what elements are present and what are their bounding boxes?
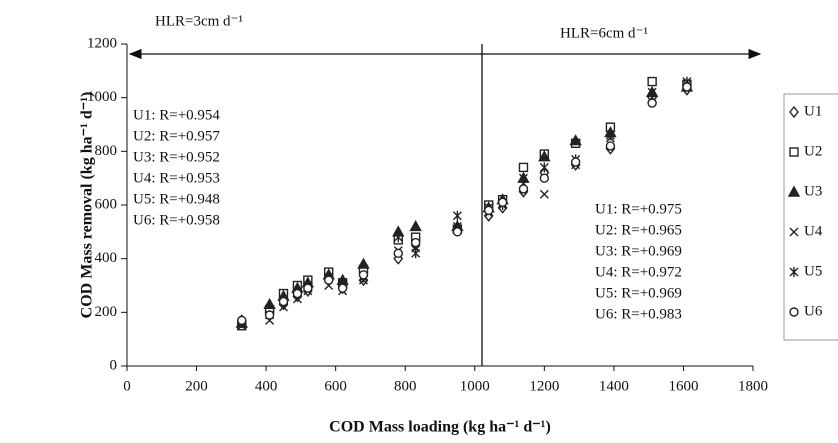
x-tick-label: 1400 — [599, 378, 629, 394]
stat-label: U1: R=+0.975 — [595, 201, 682, 217]
data-point — [337, 283, 348, 293]
stat-label: U4: R=+0.972 — [595, 264, 682, 280]
y-tick-label: 600 — [95, 196, 118, 212]
x-tick-label: 1000 — [460, 378, 490, 394]
data-point — [539, 173, 550, 183]
data-point — [483, 205, 494, 216]
legend-marker — [789, 147, 799, 157]
data-point — [358, 270, 369, 280]
data-point — [539, 189, 549, 199]
data-point — [605, 141, 616, 151]
legend-label: U5 — [804, 263, 822, 279]
data-point — [518, 162, 529, 173]
legend-label: U6 — [804, 303, 823, 319]
data-point — [324, 275, 334, 285]
data-point — [452, 227, 463, 237]
y-tick-label: 200 — [95, 304, 118, 320]
data-point — [518, 173, 528, 184]
stat-label: U4: R=+0.953 — [133, 170, 220, 186]
stat-label: U6: R=+0.983 — [595, 306, 682, 322]
stat-label: U3: R=+0.969 — [595, 243, 682, 259]
legend-marker — [789, 267, 799, 277]
x-tick-label: 1600 — [668, 378, 698, 394]
data-point — [292, 288, 303, 299]
x-tick-label: 1800 — [738, 378, 768, 394]
data-point — [409, 220, 422, 232]
x-tick-label: 600 — [324, 378, 347, 394]
region-label: HLR=6cm d⁻¹ — [560, 25, 648, 41]
data-point — [647, 76, 657, 87]
stat-label: U3: R=+0.952 — [133, 149, 220, 165]
data-point — [570, 157, 581, 167]
data-point — [539, 162, 549, 173]
legend-marker — [787, 185, 801, 197]
y-tick-label: 1000 — [87, 89, 117, 105]
legend-label: U2 — [804, 143, 822, 159]
legend-label: U1 — [804, 103, 822, 119]
stat-label: U5: R=+0.969 — [595, 285, 682, 301]
y-tick-label: 1200 — [87, 35, 117, 51]
y-tick-label: 400 — [95, 250, 118, 266]
y-axis-label: COD Mass removal (kg ha⁻¹ d⁻¹) — [79, 92, 96, 319]
stat-label: U6: R=+0.958 — [133, 212, 220, 228]
legend-label: U4 — [804, 223, 823, 239]
x-tick-label: 1200 — [529, 378, 559, 394]
legend-label: U3 — [804, 183, 822, 199]
data-point — [569, 134, 582, 146]
stat-label: U5: R=+0.948 — [133, 191, 220, 207]
data-point — [497, 197, 508, 208]
data-point — [605, 130, 615, 141]
stat-label: U2: R=+0.957 — [133, 128, 220, 144]
data-point — [237, 315, 247, 326]
y-tick-label: 800 — [95, 143, 118, 159]
legend-marker — [789, 227, 799, 237]
x-tick-label: 400 — [255, 378, 278, 394]
x-tick-label: 800 — [394, 378, 417, 394]
region-label: HLR=3cm d⁻¹ — [155, 13, 243, 29]
stat-label: U2: R=+0.965 — [595, 222, 682, 238]
data-point — [411, 248, 421, 259]
data-point — [263, 297, 276, 309]
data-point — [264, 310, 275, 320]
stat-label: U1: R=+0.954 — [133, 107, 220, 123]
data-point — [278, 296, 289, 307]
data-point — [647, 98, 657, 108]
legend-marker — [789, 307, 799, 317]
data-point — [452, 210, 462, 221]
x-tick-label: 0 — [123, 378, 131, 394]
data-point — [303, 283, 313, 293]
data-point — [357, 257, 370, 269]
data-point — [538, 150, 551, 162]
legend-box — [783, 93, 838, 341]
legend-marker — [789, 105, 799, 119]
x-axis-label: COD Mass loading (kg ha⁻¹ d⁻¹) — [329, 419, 551, 436]
data-point — [393, 248, 403, 259]
data-point — [518, 184, 529, 194]
data-point — [393, 232, 403, 243]
y-tick-label: 0 — [110, 357, 118, 373]
x-tick-label: 200 — [185, 378, 208, 394]
data-point — [410, 237, 421, 248]
data-point — [682, 82, 692, 92]
